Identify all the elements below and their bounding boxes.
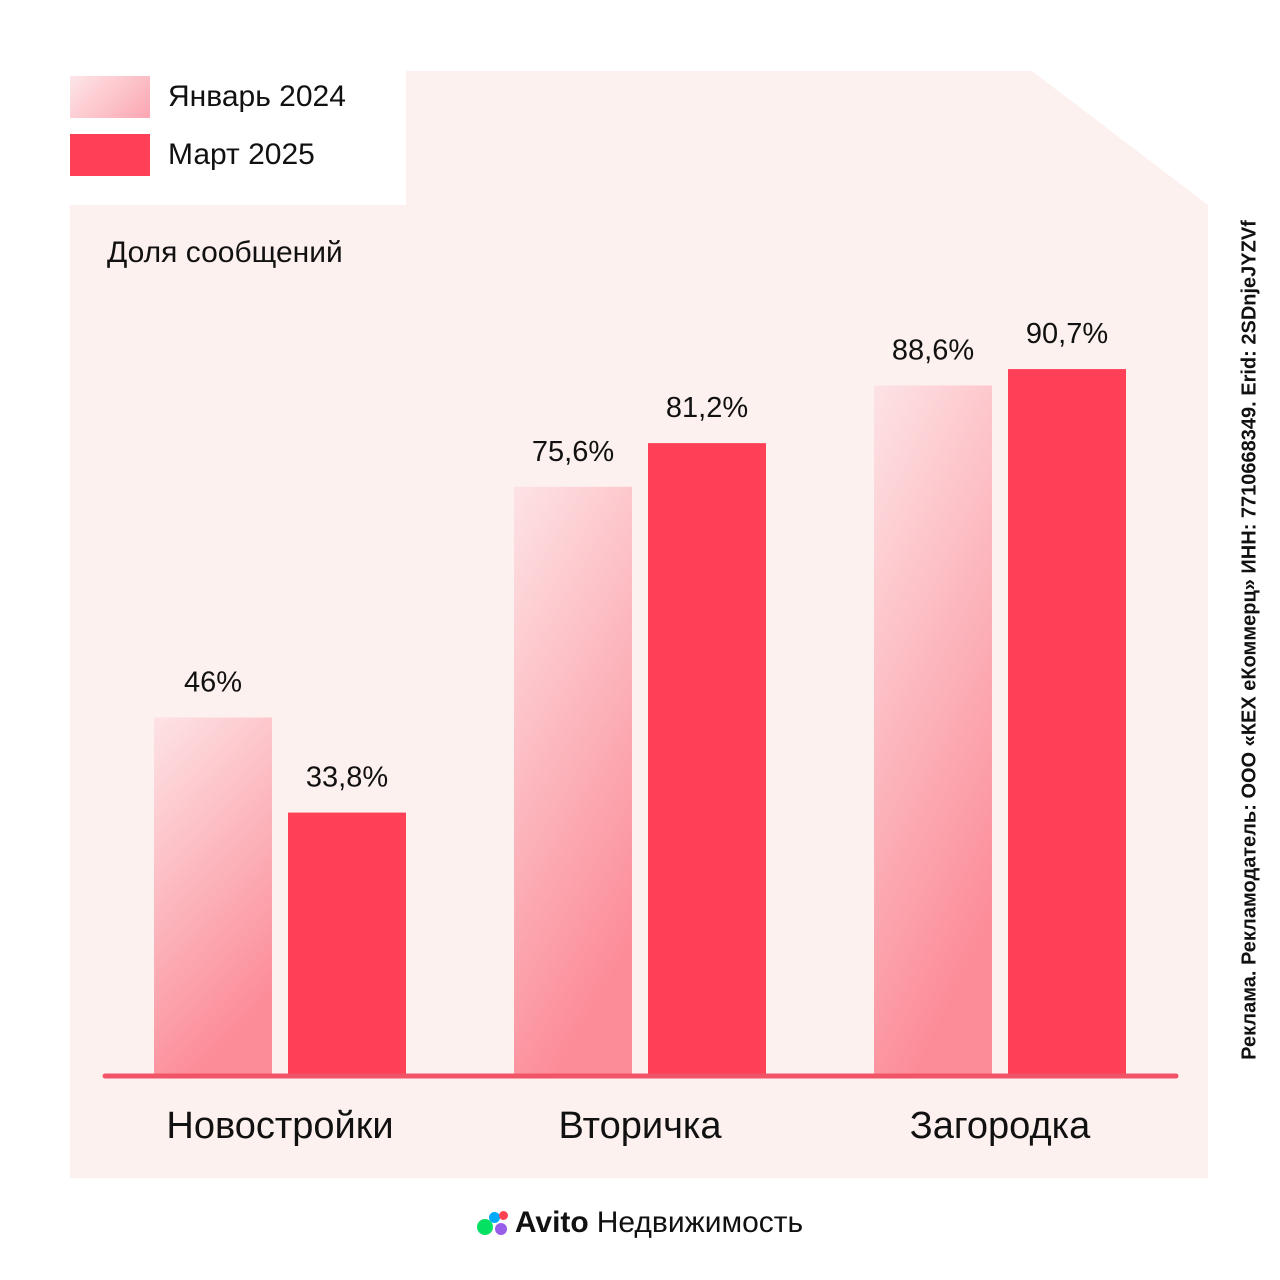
data-label-january-2024-1: 46% <box>184 666 242 698</box>
bar-january-2024-2 <box>514 486 632 1077</box>
bar-march-2025-1 <box>288 812 406 1076</box>
brand-name: Avito <box>514 1206 589 1239</box>
legend-item-january-2024: Январь 2024 <box>70 76 346 118</box>
legend: Январь 2024 Март 2025 <box>70 76 346 192</box>
bar-march-2025-3 <box>1008 369 1126 1076</box>
legend-swatch-january-2024 <box>70 76 150 118</box>
bar-march-2025-2 <box>648 443 766 1076</box>
ad-disclaimer: Реклама. Рекламодатель: ООО «КЕХ еКоммер… <box>1238 220 1261 1060</box>
data-label-january-2024-2: 75,6% <box>532 436 614 468</box>
avito-logo-icon <box>476 1209 509 1237</box>
legend-label-january-2024: Январь 2024 <box>168 80 346 113</box>
footer-brand: Avito Недвижимость <box>0 1206 1280 1240</box>
bar-january-2024-3 <box>874 385 992 1076</box>
category-label-3: Загородка <box>910 1105 1091 1147</box>
bar-january-2024-1 <box>154 717 272 1076</box>
data-label-march-2025-2: 81,2% <box>666 392 748 424</box>
chart-subtitle: Доля сообщений <box>107 236 343 269</box>
data-label-march-2025-3: 90,7% <box>1026 318 1108 350</box>
legend-item-march-2025: Март 2025 <box>70 134 346 176</box>
legend-swatch-march-2025 <box>70 134 150 176</box>
brand-product: Недвижимость <box>596 1206 804 1239</box>
legend-label-march-2025: Март 2025 <box>168 138 315 171</box>
data-label-march-2025-1: 33,8% <box>306 762 388 794</box>
data-label-january-2024-3: 88,6% <box>892 334 974 366</box>
category-label-1: Новостройки <box>166 1105 393 1147</box>
category-label-2: Вторичка <box>559 1105 723 1147</box>
